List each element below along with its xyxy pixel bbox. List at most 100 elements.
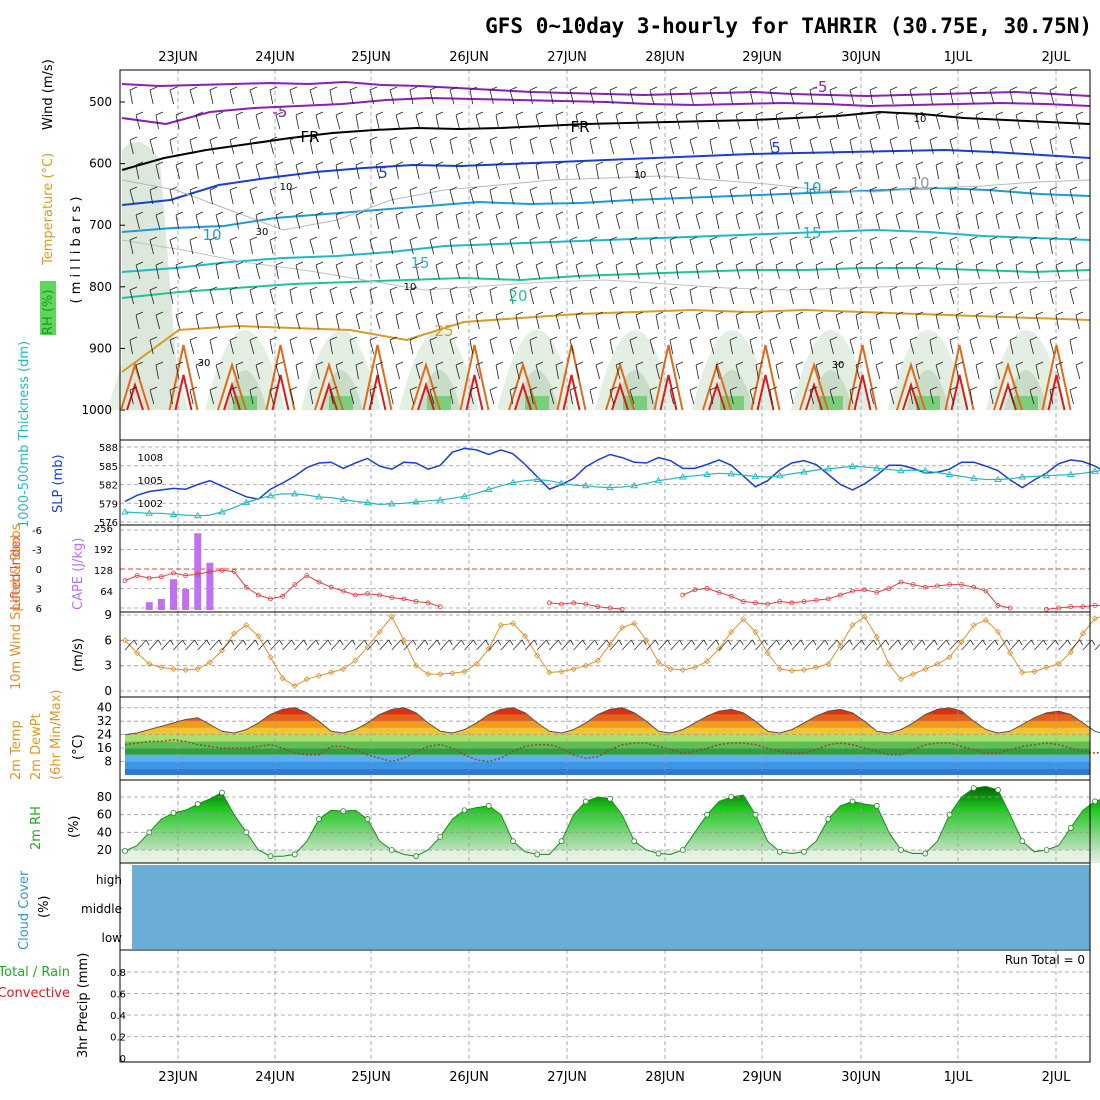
barb-2-37: [869, 136, 878, 155]
barb-5-31: [755, 211, 764, 230]
xs-axis-label-group: ( m i l l i b a r s ): [69, 197, 84, 304]
barb-9-44: [1015, 311, 1024, 330]
cloud-unit: (%): [37, 896, 52, 919]
wind-barb-6: [197, 639, 211, 651]
li-point-39: [595, 604, 601, 610]
spike-red-17: [950, 374, 969, 411]
barb-5-24: [615, 211, 624, 230]
barb-7-41: [955, 261, 964, 280]
barb-3-4: [215, 161, 224, 180]
wind-barb-66: [924, 639, 938, 651]
rh-tick-40: 40: [97, 825, 112, 839]
barb-4-18: [489, 186, 498, 205]
barb-11-38: [895, 361, 904, 380]
barb-3-36: [855, 161, 864, 180]
barb-3-46: [1055, 161, 1064, 180]
barb-3-25: [635, 161, 644, 180]
barb-11-27: [675, 361, 684, 380]
barb-4-44: [1009, 186, 1018, 205]
barb-7-39: [915, 261, 924, 280]
barb-9-30: [735, 311, 744, 330]
wind-barb-33: [524, 639, 538, 651]
barb-3-23: [595, 161, 604, 180]
li-point-55: [789, 600, 795, 606]
wind-point-33: [522, 633, 529, 640]
barb-2-25: [629, 136, 638, 155]
panel-frame-pcp: [119, 949, 1091, 1063]
thickness-point-26: [436, 496, 445, 503]
li-point-73: [1007, 605, 1013, 611]
barb-1-8: [295, 111, 304, 130]
wind-barb-30: [488, 639, 502, 651]
thk-ylabel: 1000-500mb Thickness (dm): [17, 341, 32, 528]
barb-12-46: [1049, 386, 1058, 405]
barb-1-11: [355, 111, 364, 130]
barb-10-12: [369, 336, 378, 355]
thickness-point-78: [1066, 470, 1075, 477]
wind-barb-9: [233, 639, 247, 651]
barb-4-37: [869, 186, 878, 205]
date-bottom-3: 26JUN: [449, 1070, 489, 1085]
barb-5-19: [515, 211, 524, 230]
barb-11-19: [515, 361, 524, 380]
wind-point-23: [400, 637, 407, 644]
wind-point-55: [788, 667, 795, 674]
wind-barb-50: [730, 639, 744, 651]
spike-orange-19: [1041, 344, 1072, 411]
barb-8-1: [149, 286, 158, 305]
barb-4-14: [409, 186, 418, 205]
thickness-point-24: [412, 498, 420, 505]
barb-2-19: [509, 136, 518, 155]
wind-barb-63: [888, 639, 902, 651]
wind-barb-17: [330, 639, 344, 651]
panel-frame-slp: [119, 439, 1091, 526]
li-point-1: [134, 573, 140, 578]
barb-12-45: [1029, 386, 1038, 405]
barb-4-30: [729, 186, 738, 205]
barb-7-40: [935, 261, 944, 280]
cloud-level-high: high: [96, 873, 122, 887]
li-point-13: [280, 593, 286, 599]
barb-10-20: [529, 336, 538, 355]
rh-unit-group: (%): [67, 816, 82, 839]
barb-4-28: [689, 186, 698, 205]
barb-2-18: [489, 136, 498, 155]
date-top-5: 28JUN: [645, 50, 685, 65]
wind-barb-43: [646, 639, 659, 651]
contour-label-1: -5: [273, 103, 288, 121]
thickness-point-66: [921, 466, 930, 474]
barb-6-37: [869, 236, 878, 255]
li-point-22: [389, 595, 395, 600]
barb-8-41: [949, 286, 958, 305]
barb-8-35: [829, 286, 838, 305]
barb-3-3: [195, 161, 204, 180]
barb-5-4: [215, 211, 224, 230]
rh-legend-box: [40, 281, 56, 335]
barb-9-42: [975, 311, 984, 330]
barb-4-46: [1049, 186, 1058, 205]
barb-2-40: [929, 136, 938, 155]
thickness-point-70: [969, 474, 978, 481]
barb-5-15: [435, 211, 444, 230]
barb-12-11: [349, 386, 358, 405]
wind-point-37: [570, 665, 577, 673]
barb-9-26: [655, 311, 664, 330]
grid-layer: [120, 70, 1090, 1062]
barb-10-1: [149, 336, 158, 355]
barb-10-16: [449, 336, 458, 355]
temp-tick-32: 32: [97, 714, 112, 728]
barb-2-16: [449, 136, 458, 155]
li-point-79: [1080, 604, 1086, 610]
barb-6-14: [409, 236, 418, 255]
wind-point-2: [146, 660, 153, 668]
barb-6-23: [589, 236, 598, 255]
barb-10-4: [209, 336, 218, 355]
barb-6-4: [209, 236, 218, 255]
wind-point-22: [388, 613, 395, 620]
wind-point-70: [970, 622, 977, 629]
cape-bar-0: [145, 602, 153, 610]
barb-7-5: [235, 261, 244, 280]
barb-7-18: [495, 261, 504, 280]
barb-6-41: [949, 236, 958, 255]
wind-point-72: [994, 628, 1002, 635]
